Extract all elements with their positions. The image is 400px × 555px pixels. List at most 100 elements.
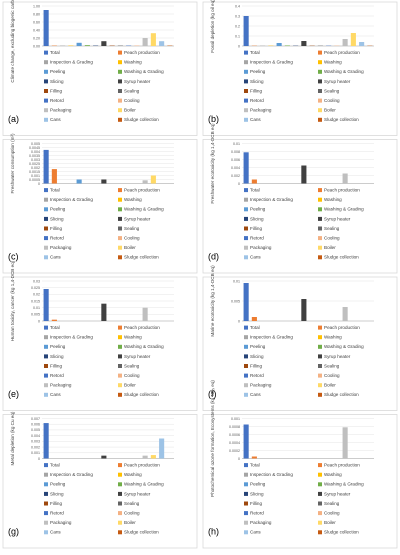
legend-label-total: Total [50, 325, 60, 330]
y-tick-label: 0.0035 [29, 154, 40, 158]
legend-swatch-packaging [44, 108, 48, 112]
legend-label-cans: Cans [250, 117, 261, 122]
legend-swatch-peach-production [318, 51, 322, 55]
y-tick-label: 0.40 [33, 28, 40, 32]
legend-swatch-retord [44, 99, 48, 103]
bar-total [244, 425, 249, 459]
panel-label: (d) [208, 252, 219, 262]
legend-label-sludge-collection: Sludge collection [124, 392, 159, 397]
legend-label-syrup-heater: Syrup heater [324, 216, 351, 221]
bar-total [244, 152, 249, 183]
legend-swatch-inspection-grading [244, 60, 248, 64]
legend-label-washing-grading: Washing & Grading [324, 207, 364, 212]
y-tick-label: 0.006 [31, 423, 40, 427]
y-tick-label: 0.005 [231, 299, 240, 303]
legend-swatch-inspection-grading [244, 335, 248, 339]
legend-label-sealing: Sealing [324, 363, 340, 368]
legend-label-slicing: Slicing [50, 216, 64, 221]
legend-label-peeling: Peeling [250, 207, 266, 212]
legend-label-total: Total [250, 188, 260, 193]
legend-swatch-sealing [318, 364, 322, 368]
legend-label-syrup-heater: Syrup heater [124, 79, 151, 84]
legend-swatch-cooling [318, 374, 322, 378]
y-tick-label: 0.01 [33, 306, 40, 310]
legend-label-syrup-heater: Syrup heater [324, 354, 351, 359]
legend-swatch-boiler [118, 108, 122, 112]
legend-swatch-peach-production [318, 463, 322, 467]
legend-label-peeling: Peeling [250, 344, 266, 349]
legend-swatch-washing [318, 198, 322, 202]
legend-swatch-filling [44, 89, 48, 93]
y-tick-label: 0.004 [31, 150, 40, 154]
bar-peeling [277, 43, 282, 46]
legend-label-slicing: Slicing [50, 491, 64, 496]
legend-label-sealing: Sealing [124, 88, 140, 93]
legend-swatch-cans [244, 530, 248, 534]
legend-swatch-sludge-collection [318, 118, 322, 122]
legend-label-peeling: Peeling [50, 482, 66, 487]
legend-label-syrup-heater: Syrup heater [124, 491, 151, 496]
legend-swatch-slicing [244, 354, 248, 358]
legend-label-cooling: Cooling [124, 511, 140, 516]
legend-swatch-retord [244, 511, 248, 515]
bar-peach-production [252, 317, 257, 321]
legend-label-boiler: Boiler [124, 520, 136, 525]
legend-swatch-packaging [44, 383, 48, 387]
legend-label-filling: Filling [50, 363, 62, 368]
legend-label-cooling: Cooling [124, 236, 140, 241]
y-axis-label: Photochemical ozone formation, Ecosystem… [210, 380, 215, 497]
legend-label-slicing: Slicing [250, 354, 264, 359]
bar-syrup-heater [301, 299, 306, 321]
legend-label-slicing: Slicing [50, 79, 64, 84]
legend-label-retord: Retord [250, 373, 264, 378]
bar-total [244, 283, 249, 321]
legend-swatch-sealing [318, 227, 322, 231]
y-tick-label: 0.4 [235, 4, 240, 8]
legend-label-boiler: Boiler [124, 383, 136, 388]
legend-swatch-peach-production [318, 326, 322, 330]
legend-label-cooling: Cooling [324, 373, 340, 378]
legend-swatch-filling [244, 502, 248, 506]
legend-swatch-washing [118, 335, 122, 339]
y-tick-label: 0.0008 [229, 425, 240, 429]
bar-cans [159, 439, 164, 459]
legend-label-packaging: Packaging [250, 520, 272, 525]
legend-label-peach-production: Peach production [124, 50, 160, 55]
legend-swatch-syrup-heater [318, 354, 322, 358]
legend-label-retord: Retord [250, 236, 264, 241]
legend-swatch-washing-grading [318, 482, 322, 486]
legend-label-washing-grading: Washing & Grading [124, 344, 164, 349]
legend-label-sludge-collection: Sludge collection [324, 255, 359, 260]
legend-swatch-washing-grading [118, 345, 122, 349]
legend-swatch-washing-grading [118, 70, 122, 74]
legend-label-inspection-grading: Inspection & Grading [50, 197, 93, 202]
legend-swatch-packaging [244, 246, 248, 250]
legend-swatch-retord [44, 236, 48, 240]
y-tick-label: 0.0005 [29, 178, 40, 182]
bar-packaging [143, 180, 148, 183]
legend-swatch-cooling [318, 99, 322, 103]
legend-swatch-sealing [118, 502, 122, 506]
legend-label-washing: Washing [324, 335, 342, 340]
bar-washing-grading [285, 46, 290, 47]
legend-swatch-sludge-collection [118, 530, 122, 534]
legend-label-cans: Cans [250, 392, 261, 397]
legend-label-syrup-heater: Syrup heater [124, 216, 151, 221]
legend-label-sealing: Sealing [124, 501, 140, 506]
y-axis-label: Freshwater ecotoxicity (kg 1,4-DCB eq) [210, 123, 215, 204]
legend-swatch-boiler [318, 108, 322, 112]
legend-label-packaging: Packaging [250, 245, 272, 250]
legend-swatch-inspection-grading [44, 60, 48, 64]
legend-swatch-cooling [118, 99, 122, 103]
legend-label-cans: Cans [50, 392, 61, 397]
y-tick-label: 0.004 [31, 434, 40, 438]
legend-label-peeling: Peeling [250, 69, 266, 74]
legend-label-cans: Cans [250, 255, 261, 260]
legend-label-sludge-collection: Sludge collection [324, 530, 359, 535]
legend-swatch-total [44, 326, 48, 330]
legend-swatch-packaging [44, 521, 48, 525]
chart-panel-c: 00.00050.0010.00150.0020.00250.0030.0035… [3, 133, 197, 273]
legend-swatch-inspection-grading [44, 473, 48, 477]
legend-label-filling: Filling [250, 501, 262, 506]
